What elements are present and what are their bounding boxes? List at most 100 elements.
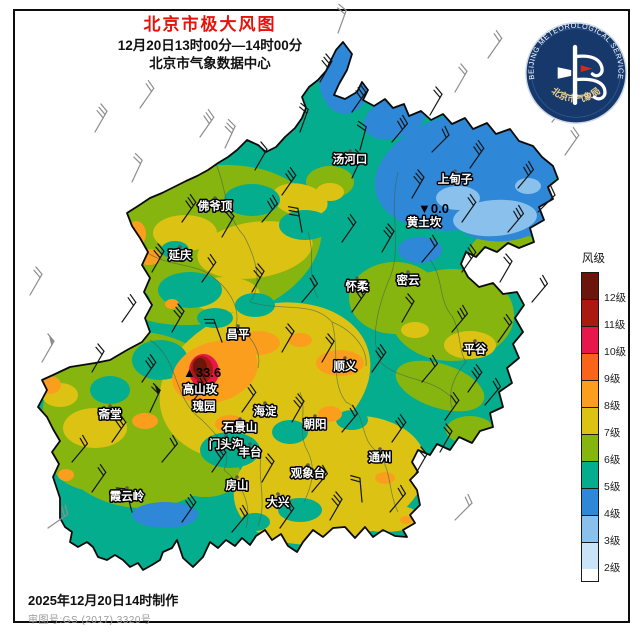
district-border <box>257 449 263 527</box>
wind-barb <box>461 243 477 273</box>
district-border <box>145 251 238 327</box>
wind-region-level-6 <box>446 416 494 444</box>
station-dot <box>248 442 252 446</box>
station-dot <box>473 339 477 343</box>
wind-barb <box>254 141 268 171</box>
wind-barb <box>221 208 235 238</box>
wind-barb <box>261 194 279 223</box>
legend-label: 4级 <box>604 508 621 520</box>
logo-red-arrow <box>580 65 593 73</box>
wind-region-level-4 <box>319 42 371 114</box>
wind-barb <box>469 139 485 169</box>
wind-region-level-5 <box>158 272 222 308</box>
wind-barb <box>461 193 477 223</box>
wind-barb <box>484 377 502 406</box>
wind-barb <box>497 313 513 343</box>
wind-barb <box>389 484 407 513</box>
wind-barb <box>199 108 215 138</box>
map-approval-number: 审图号:GS (2017) 3320号 <box>28 615 152 626</box>
map-label: 平谷 <box>464 342 487 356</box>
extreme-value-markers: ▲33.6 ▼0.0 <box>183 201 449 380</box>
station-dot <box>306 463 310 467</box>
wind-barb <box>224 118 236 149</box>
wind-barb <box>517 160 535 189</box>
wind-barb <box>321 333 335 363</box>
legend-label: 6级 <box>604 454 621 466</box>
wind-barb <box>351 83 367 113</box>
wind-region-level-4 <box>398 237 442 263</box>
map-label: 丰台 <box>239 445 262 459</box>
wind-vane-icon <box>557 44 607 106</box>
legend-label: 9级 <box>604 373 621 385</box>
wind-barb <box>391 413 407 443</box>
beijing-boundary <box>37 41 559 571</box>
wind-barb <box>454 493 473 521</box>
legend-label: 12级 <box>604 292 627 304</box>
wind-barb <box>279 499 295 529</box>
wind-barb <box>341 213 357 243</box>
wind-barb <box>211 443 227 473</box>
station-dot <box>343 356 347 360</box>
legend-swatch-2级 <box>582 543 598 569</box>
wind-region-level-8 <box>288 333 312 347</box>
wind-region-level-7 <box>401 322 429 338</box>
wind-barb <box>351 148 363 179</box>
legend-title: 风级 <box>582 253 605 265</box>
production-time: 2025年12月20日14时制作 <box>28 593 179 608</box>
wind-barb <box>171 303 185 333</box>
wind-barb <box>281 166 297 196</box>
wind-barb <box>203 318 223 343</box>
wind-barb <box>487 29 503 59</box>
wind-barb <box>29 266 43 296</box>
wind-barb <box>261 453 275 483</box>
wind-barb <box>421 354 439 383</box>
wind-barb-pennant <box>154 384 161 396</box>
wind-barb <box>329 491 343 521</box>
district-border <box>374 171 399 363</box>
district-border <box>235 325 260 369</box>
district-borders <box>145 151 467 529</box>
wind-barb <box>181 193 197 223</box>
wind-barb <box>564 126 580 156</box>
wind-barb <box>401 293 415 323</box>
wind-region-level-7 <box>444 331 496 359</box>
wind-barb <box>131 152 143 183</box>
wind-region-level-5 <box>161 241 189 259</box>
map-label: 门头沟 <box>209 437 244 451</box>
min-wind-marker: ▼0.0 <box>418 201 449 216</box>
map-label: 汤河口 <box>333 152 368 166</box>
wind-barb <box>191 374 209 403</box>
wind-barb <box>429 86 443 116</box>
wind-barb <box>301 274 319 303</box>
wind-barb <box>431 125 450 153</box>
wind-region-level-4 <box>132 502 198 528</box>
legend-swatch-11级 <box>582 300 598 327</box>
legend-label: 5级 <box>604 481 621 493</box>
wind-barb <box>414 446 428 476</box>
wind-barb <box>241 383 257 413</box>
wind-barb <box>287 206 303 233</box>
wind-barb <box>311 464 329 493</box>
map-label: 朝阳 <box>304 417 327 431</box>
wind-barb <box>444 391 460 421</box>
station-dot <box>235 475 239 479</box>
legend-items: 12级 11级 10级 9级 8级 7级 6级 5级 4级 3级 2级 <box>581 272 637 582</box>
map-label: 石景山 <box>222 420 258 434</box>
wind-barb <box>251 263 265 293</box>
wind-scale-legend: 风级 12级 11级 10级 9级 8级 7级 6级 5级 4级 3级 2级 <box>581 250 637 582</box>
legend-swatch-4级 <box>582 489 598 516</box>
wind-barb <box>111 413 127 443</box>
wind-region-level-7 <box>272 183 328 217</box>
wind-region-level-8 <box>132 413 158 429</box>
district-border <box>379 361 451 397</box>
map-label: 顺义 <box>334 359 357 373</box>
legend-swatch-9级 <box>582 354 598 381</box>
wind-region-level-8 <box>525 341 535 349</box>
legend-label: 7级 <box>604 427 621 439</box>
station-dot <box>276 492 280 496</box>
wind-region-level-5 <box>279 210 331 240</box>
wind-region-level-5 <box>197 308 233 328</box>
wind-barb <box>439 423 453 453</box>
